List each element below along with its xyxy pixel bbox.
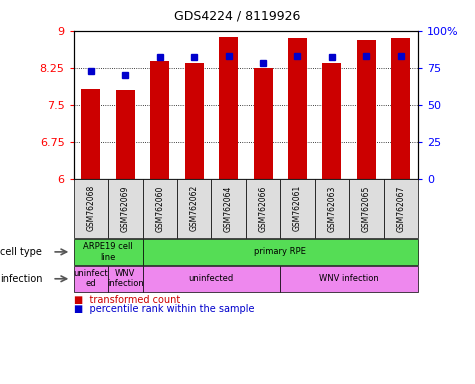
Text: GSM762069: GSM762069	[121, 185, 130, 232]
Text: primary RPE: primary RPE	[254, 247, 306, 257]
Text: GDS4224 / 8119926: GDS4224 / 8119926	[174, 10, 301, 23]
Bar	[288, 38, 307, 179]
Text: WNV
infection: WNV infection	[107, 269, 143, 288]
Text: GSM762060: GSM762060	[155, 185, 164, 232]
Text: GSM762068: GSM762068	[86, 185, 95, 232]
Text: GSM762063: GSM762063	[327, 185, 336, 232]
Text: ARPE19 cell
line: ARPE19 cell line	[83, 242, 133, 262]
Text: uninfected: uninfected	[189, 274, 234, 283]
Text: ■  percentile rank within the sample: ■ percentile rank within the sample	[74, 304, 254, 314]
Text: WNV infection: WNV infection	[319, 274, 379, 283]
Text: ■  transformed count: ■ transformed count	[74, 295, 180, 305]
Text: GSM762066: GSM762066	[258, 185, 267, 232]
Text: GSM762065: GSM762065	[362, 185, 371, 232]
Text: GSM762064: GSM762064	[224, 185, 233, 232]
Bar	[150, 61, 169, 179]
Text: GSM762067: GSM762067	[396, 185, 405, 232]
Text: GSM762061: GSM762061	[293, 185, 302, 232]
Bar	[357, 40, 376, 179]
Bar	[391, 38, 410, 179]
Text: infection: infection	[0, 274, 42, 284]
Text: cell type: cell type	[0, 247, 42, 257]
Bar	[81, 89, 100, 179]
Bar	[323, 63, 342, 179]
Bar	[254, 68, 273, 179]
Bar	[219, 36, 238, 179]
Bar	[185, 63, 204, 179]
Text: GSM762062: GSM762062	[190, 185, 199, 232]
Text: uninfect
ed: uninfect ed	[74, 269, 108, 288]
Bar	[116, 90, 135, 179]
